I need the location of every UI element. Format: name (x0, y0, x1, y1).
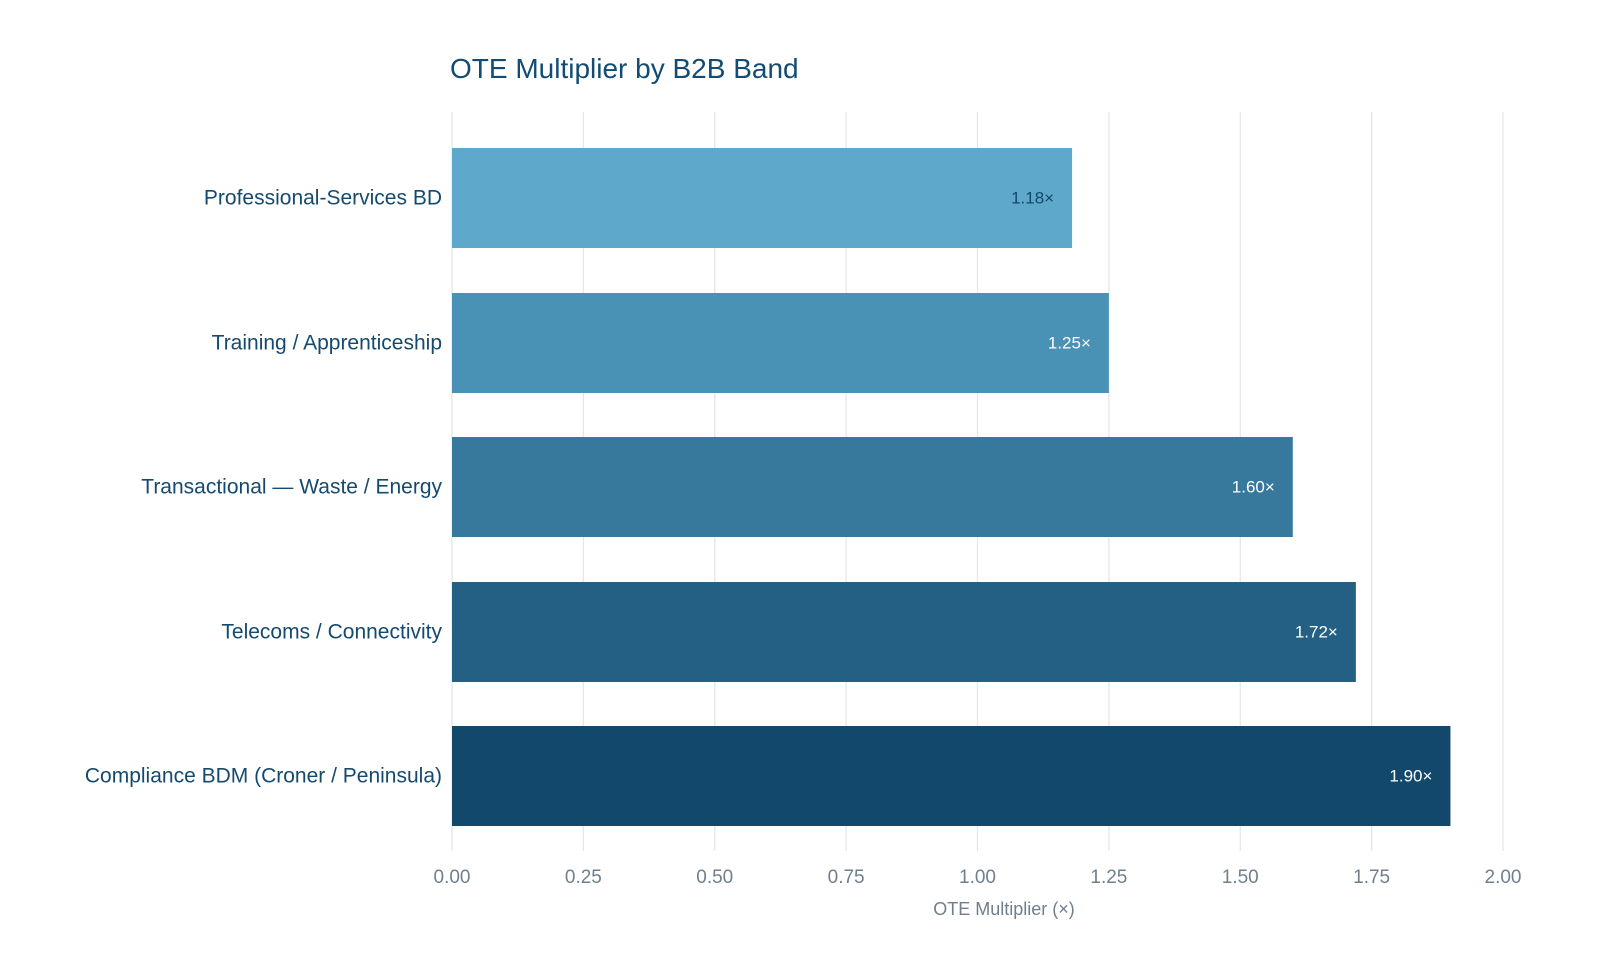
x-tick-label-3: 0.75 (828, 867, 865, 888)
category-label-4: Compliance BDM (Croner / Peninsula) (85, 765, 442, 788)
category-labels: Professional-Services BD Training / Appre… (85, 187, 443, 788)
data-label-4: 1.90× (1389, 766, 1432, 785)
x-tick-label-7: 1.75 (1353, 867, 1390, 888)
x-tick-label-1: 0.25 (565, 867, 602, 888)
category-label-1: Training / Apprenticeship (212, 332, 442, 355)
bar-1 (452, 293, 1109, 393)
data-label-3: 1.72× (1295, 622, 1338, 641)
category-label-0: Professional-Services BD (204, 187, 442, 210)
x-tick-label-2: 0.50 (696, 867, 733, 888)
bar-4 (452, 726, 1451, 826)
data-label-0: 1.18× (1011, 188, 1054, 207)
bar-0 (452, 148, 1073, 248)
bar-3 (452, 582, 1356, 682)
x-tick-label-4: 1.00 (959, 867, 996, 888)
x-tick-labels: 0.00 0.25 0.50 0.75 1.00 1.25 1.50 1.75 2.00 (434, 867, 1522, 888)
chart-title: OTE Multiplier by B2B Band (450, 53, 799, 84)
x-tick-label-5: 1.25 (1090, 867, 1127, 888)
category-label-2: Transactional — Waste / Energy (141, 476, 442, 499)
data-label-1: 1.25× (1048, 333, 1091, 352)
bars: 1.18× 1.25× 1.60× 1.72× 1.90× (452, 148, 1451, 826)
x-tick-label-6: 1.50 (1222, 867, 1259, 888)
category-label-3: Telecoms / Connectivity (221, 621, 442, 644)
x-tick-label-0: 0.00 (434, 867, 471, 888)
bar-2 (452, 437, 1293, 537)
x-tick-label-8: 2.00 (1485, 867, 1522, 888)
data-label-2: 1.60× (1232, 477, 1275, 496)
x-axis-title: OTE Multiplier (×) (933, 899, 1075, 919)
